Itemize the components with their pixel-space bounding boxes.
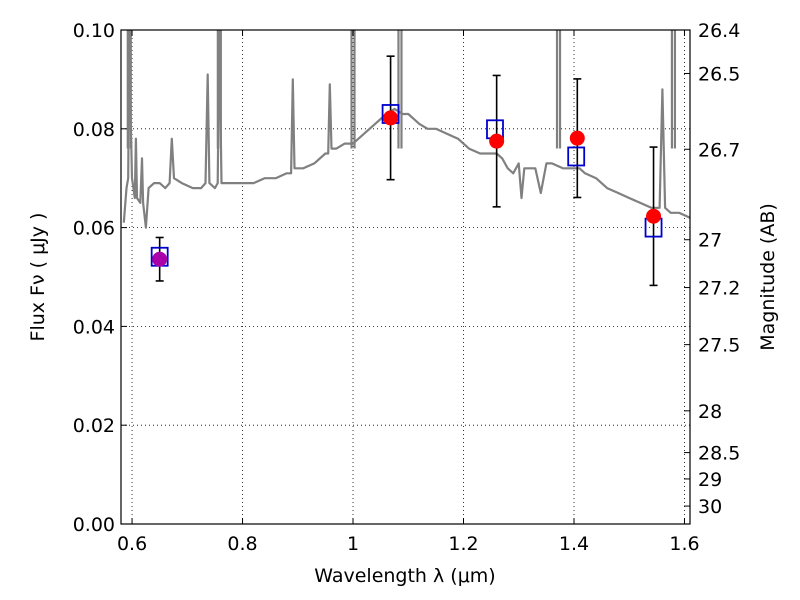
axes: 0.6 0.8 1 1.2 1.4 1.6 0.00 0.02 0.04 0.06 0.08 0.10… [73, 20, 741, 555]
spectrum-emission-line [555, 30, 562, 149]
x-axis-title: Wavelength λ (μm) [314, 565, 495, 587]
spectrum-emission-line [126, 30, 132, 149]
spectrum-emission-line [216, 30, 222, 149]
observed-photometry-point [383, 110, 399, 126]
spectrum-emission-line [397, 30, 403, 149]
y2-tick-label: 26.5 [698, 63, 740, 85]
y-tick-label: 0.04 [73, 316, 115, 338]
observed-photometry-point [152, 251, 168, 267]
y2-axis-title: Magnitude (AB) [757, 203, 779, 351]
y-tick-label: 0.00 [73, 514, 115, 536]
x-tick-label: 1 [347, 533, 359, 555]
photometry-points [150, 55, 663, 287]
observed-photometry-point [646, 208, 662, 224]
y2-tick-label: 29 [698, 469, 722, 491]
y2-tick-label: 27.5 [698, 335, 740, 357]
y2-tick-label: 28.5 [698, 443, 740, 465]
plot-frame [120, 29, 691, 525]
y-axis-title: Flux Fν ( μJy ) [27, 213, 49, 342]
x-tick-label: 0.6 [117, 533, 147, 555]
y-tick-label: 0.08 [73, 119, 115, 141]
observed-photometry-point [489, 133, 505, 149]
model-photometry-square [567, 146, 586, 167]
x-tick-label: 1.4 [559, 533, 589, 555]
y2-tick-label: 26.4 [698, 20, 740, 42]
y2-tick-label: 26.7 [698, 139, 740, 161]
y2-tick-label: 28 [698, 401, 722, 423]
model-spectrum [122, 30, 690, 229]
spectrum-emission-line [350, 30, 356, 149]
spectrum-emission-line [670, 30, 677, 149]
y2-tick-label: 30 [698, 496, 722, 518]
x-tick-label: 0.8 [227, 533, 257, 555]
y2-tick-label: 27 [698, 230, 722, 252]
observed-photometry-point [569, 130, 585, 146]
y-tick-label: 0.10 [73, 20, 115, 42]
y2-tick-label: 27.2 [698, 278, 740, 300]
spectrum-line [122, 30, 690, 229]
y-tick-label: 0.06 [73, 218, 115, 240]
x-tick-label: 1.6 [669, 533, 699, 555]
y-tick-label: 0.02 [73, 415, 115, 437]
x-tick-label: 1.2 [448, 533, 478, 555]
